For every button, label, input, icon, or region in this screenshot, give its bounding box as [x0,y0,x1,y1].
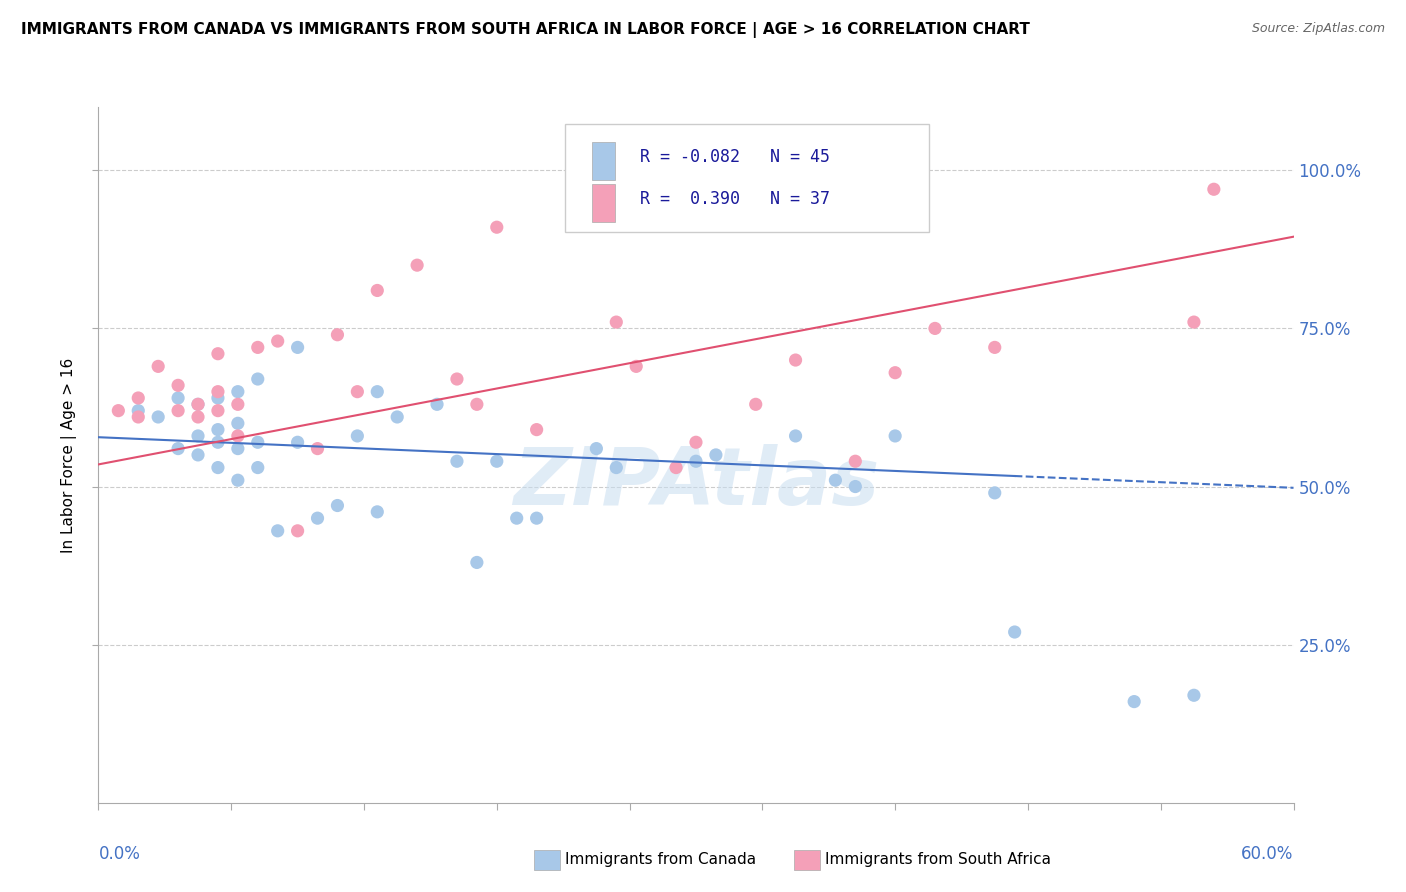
Point [187,429,209,443]
Point [167,442,190,456]
Point [844,479,866,493]
Point [485,220,508,235]
Point [446,454,468,468]
Point [685,454,707,468]
Point [785,429,807,443]
Point [226,442,249,456]
Point [1202,182,1225,196]
Point [605,315,627,329]
Text: ZIPAtlas: ZIPAtlas [513,443,879,522]
Text: 0.0%: 0.0% [98,845,141,863]
Point [1004,625,1026,640]
Point [745,397,768,411]
Point [107,403,129,417]
Point [366,384,388,399]
Point [307,442,329,456]
Point [446,372,468,386]
Text: Immigrants from South Africa: Immigrants from South Africa [825,853,1052,867]
Point [226,397,249,411]
Point [207,460,229,475]
Y-axis label: In Labor Force | Age > 16: In Labor Force | Age > 16 [60,358,77,552]
Text: Immigrants from Canada: Immigrants from Canada [565,853,756,867]
Point [326,499,349,513]
Point [924,321,946,335]
Point [187,397,209,411]
Point [207,347,229,361]
Point [526,511,548,525]
Point [1123,695,1146,709]
Point [246,372,269,386]
Point [485,454,508,468]
Point [346,429,368,443]
Point [526,423,548,437]
Text: R =  0.390   N = 37: R = 0.390 N = 37 [640,190,830,208]
Point [246,460,269,475]
Point [626,359,648,374]
Point [187,397,209,411]
Point [465,556,488,570]
Point [127,409,149,424]
Point [824,473,846,487]
Point [287,340,309,354]
Text: Source: ZipAtlas.com: Source: ZipAtlas.com [1251,22,1385,36]
Point [187,409,209,424]
Point [605,460,627,475]
Point [207,423,229,437]
Point [465,397,488,411]
Point [785,353,807,368]
Point [1182,315,1205,329]
Point [167,378,190,392]
Point [984,486,1007,500]
Point [207,435,229,450]
Point [426,397,449,411]
Point [127,391,149,405]
Point [665,460,688,475]
Bar [592,142,616,180]
Point [884,429,907,443]
Text: R = -0.082   N = 45: R = -0.082 N = 45 [640,148,830,166]
Point [207,384,229,399]
Point [246,340,269,354]
FancyBboxPatch shape [565,124,929,232]
Point [385,409,409,424]
Point [267,334,290,348]
Point [704,448,727,462]
Point [207,391,229,405]
Point [246,435,269,450]
Point [585,442,607,456]
Point [346,384,368,399]
Point [287,435,309,450]
Text: 60.0%: 60.0% [1241,845,1294,863]
Point [406,258,429,272]
Point [326,327,349,342]
Point [267,524,290,538]
Point [167,403,190,417]
Point [226,384,249,399]
Point [984,340,1007,354]
Point [127,403,149,417]
Point [148,359,170,374]
Point [366,505,388,519]
Point [207,403,229,417]
Point [884,366,907,380]
Point [287,524,309,538]
Point [167,391,190,405]
Point [307,511,329,525]
Point [1182,688,1205,702]
Text: IMMIGRANTS FROM CANADA VS IMMIGRANTS FROM SOUTH AFRICA IN LABOR FORCE | AGE > 16: IMMIGRANTS FROM CANADA VS IMMIGRANTS FRO… [21,22,1031,38]
Point [226,429,249,443]
Point [226,473,249,487]
Point [187,448,209,462]
Point [844,454,866,468]
Point [148,409,170,424]
Point [506,511,529,525]
Bar [592,184,616,222]
Point [685,435,707,450]
Point [366,284,388,298]
Point [226,417,249,431]
